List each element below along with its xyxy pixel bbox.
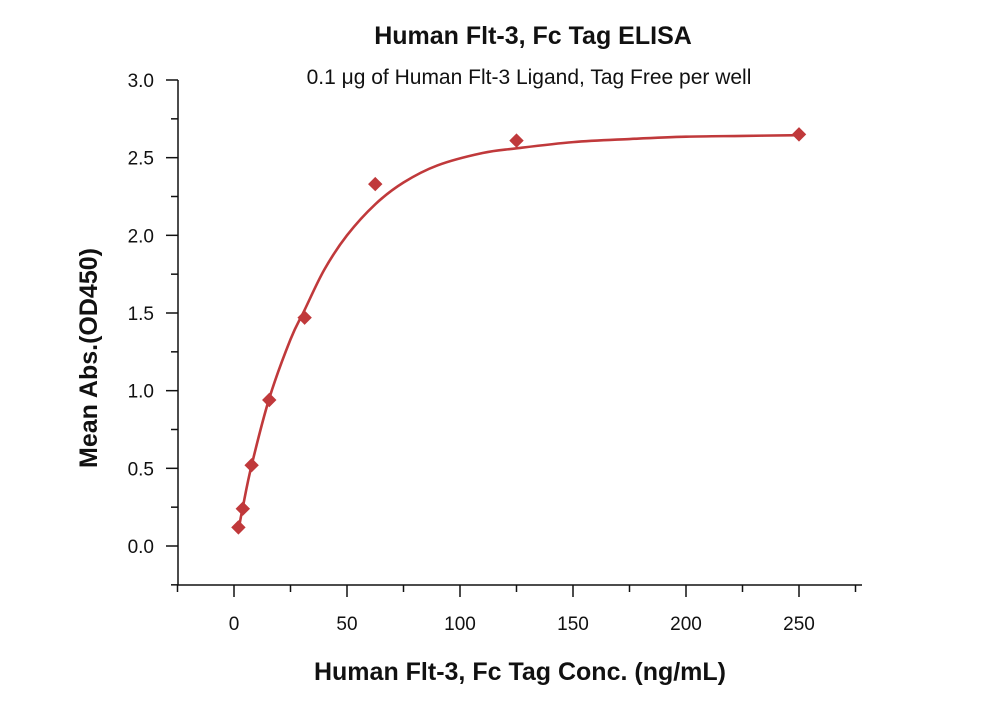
fit-curve [237,133,800,531]
data-point-diamond [262,392,277,408]
y-tick-label: 1.5 [128,304,154,325]
chart-subtitle: 0.1 μg of Human Flt-3 Ligand, Tag Free p… [307,66,752,89]
axes [177,80,862,586]
y-tick-label: 0.0 [128,537,154,558]
x-tick-label: 0 [229,614,240,635]
y-tick-label: 0.5 [128,459,154,480]
data-point-diamond [235,501,251,516]
y-tick-label: 1.0 [128,382,154,403]
y-tick-label: 3.0 [128,71,154,92]
data-point-diamond [368,176,383,192]
x-axis-label: Human Flt-3, Fc Tag Conc. (ng/mL) [314,658,726,686]
y-axis-label: Mean Abs.(OD450) [75,248,103,468]
data-point-diamond [509,133,524,148]
x-tick-label: 200 [670,614,702,635]
x-tick-label: 150 [557,614,589,635]
data-point-diamond [791,127,807,142]
data-point-diamond [231,520,246,535]
x-tick-label: 50 [336,614,357,635]
data-point-diamond [297,310,312,325]
fit-curve-group [237,133,800,531]
data-points [231,127,807,535]
y-tick-label: 2.5 [128,149,154,170]
y-ticks: 0.0 0.5 1.0 1.5 2.0 2.5 3.0 [128,71,178,586]
y-tick-label: 2.0 [128,226,154,247]
x-tick-label: 100 [444,614,476,635]
x-ticks: 0 50 100 150 200 250 [176,585,857,635]
x-tick-label: 250 [783,614,815,635]
data-point-diamond [244,458,259,473]
chart-title: Human Flt-3, Fc Tag ELISA [374,22,692,50]
